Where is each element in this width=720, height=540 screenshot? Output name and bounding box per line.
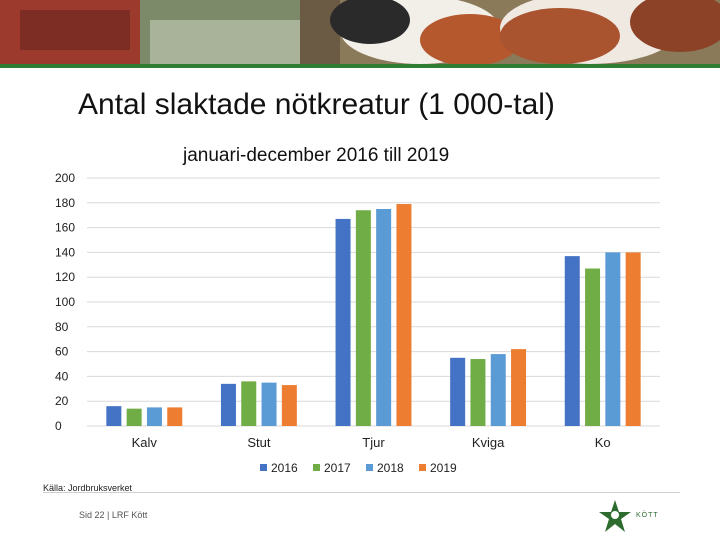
legend-swatch-2017 (313, 464, 320, 471)
bar-2016-ko (564, 256, 580, 426)
y-tick-label: 60 (55, 345, 69, 359)
legend-swatch-2016 (260, 464, 267, 471)
bar-2017-tjur (355, 210, 371, 426)
bar-2019-tjur (396, 204, 412, 426)
y-tick-label: 140 (55, 245, 75, 259)
footer-divider (43, 492, 680, 493)
y-tick-label: 160 (55, 221, 75, 235)
bar-2016-kviga (450, 357, 466, 426)
bar-2017-kviga (470, 359, 486, 426)
bar-2016-stut (220, 383, 236, 426)
legend-label: 2016 (271, 461, 298, 475)
bar-2017-kalv (126, 408, 142, 426)
legend-label: 2019 (430, 461, 457, 475)
header-banner (0, 0, 720, 68)
y-tick-label: 100 (55, 295, 75, 309)
y-tick-label: 80 (55, 320, 69, 334)
x-tick-label: Kviga (472, 435, 505, 450)
bar-2018-tjur (376, 209, 392, 426)
bar-2019-kviga (511, 349, 527, 426)
x-tick-label: Tjur (362, 435, 385, 450)
x-tick-label: Stut (247, 435, 271, 450)
chart-title: Antal slaktade nötkreatur (1 000-tal) (78, 88, 555, 121)
y-tick-label: 0 (55, 419, 62, 433)
bar-2017-stut (241, 381, 257, 426)
bar-2016-tjur (335, 218, 351, 426)
bar-2016-kalv (106, 406, 122, 426)
x-tick-label: Kalv (132, 435, 158, 450)
legend-swatch-2019 (419, 464, 426, 471)
banner-green-stripe (0, 64, 720, 68)
legend-label: 2018 (377, 461, 404, 475)
y-tick-label: 200 (55, 171, 75, 185)
bar-2018-kviga (490, 354, 506, 426)
chart-subtitle: januari-december 2016 till 2019 (183, 145, 450, 166)
bar-2018-stut (261, 382, 277, 426)
lrf-kott-logo-icon (599, 500, 631, 532)
bar-2018-ko (605, 252, 621, 426)
logo-wordmark: KÖTT (636, 512, 659, 519)
bar-2019-stut (281, 385, 297, 426)
y-tick-label: 20 (55, 394, 69, 408)
legend-swatch-2018 (366, 464, 373, 471)
bar-chart: 0 20 40 60 80 100 120 140 160 180 200 Kalv Stut Tjur… (55, 171, 660, 475)
cattle-photo-banner (0, 0, 720, 64)
source-note: Källa: Jordbruksverket (43, 483, 133, 493)
page-footer: Sid 22 | LRF Kött (79, 510, 148, 520)
y-tick-label: 120 (55, 270, 75, 284)
bar-2018-kalv (146, 407, 162, 426)
x-tick-label: Ko (595, 435, 611, 450)
y-tick-label: 180 (55, 196, 75, 210)
bar-2019-ko (625, 252, 641, 426)
y-tick-label: 40 (55, 369, 69, 383)
bar-2017-ko (585, 268, 601, 426)
legend-label: 2017 (324, 461, 351, 475)
bar-2019-kalv (167, 407, 183, 426)
